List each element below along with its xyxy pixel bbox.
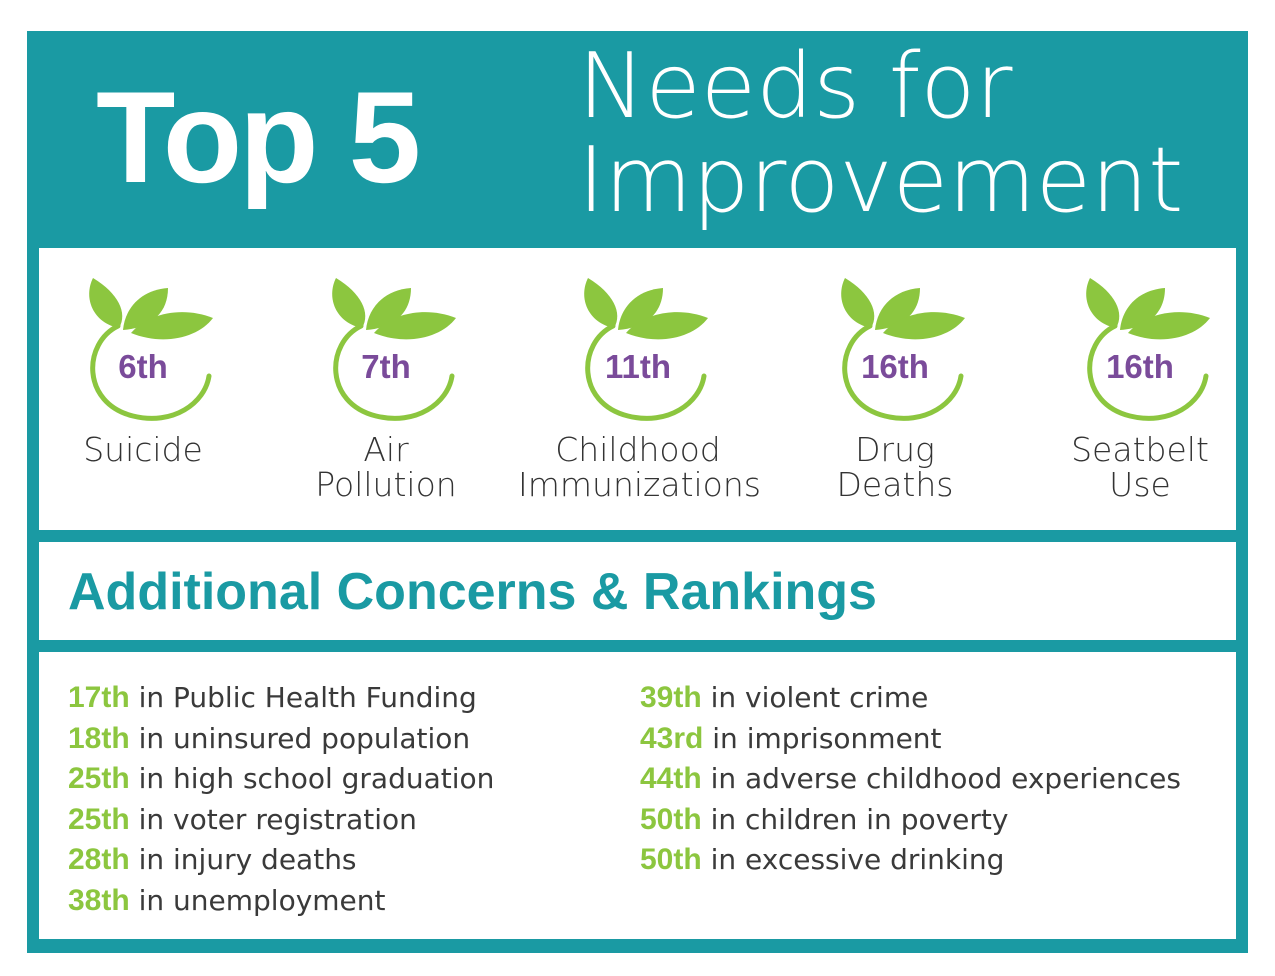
need-label-line1: Childhood <box>555 430 721 469</box>
need-label-line1: Seatbelt <box>1071 430 1209 469</box>
need-label: Drug Deaths <box>775 432 1015 502</box>
ranking-rank: 44th <box>640 762 702 795</box>
ranking-rank: 28th <box>68 843 130 876</box>
ranking-item: 17th in Public Health Funding <box>68 678 494 719</box>
ranking-item: 28th in injury deaths <box>68 840 494 881</box>
need-rank: 11th <box>604 348 672 385</box>
ranking-text: in uninsured population <box>138 721 471 755</box>
need-item: 11th Childhood Immunizations <box>518 268 761 518</box>
need-rank: 7th <box>361 348 411 385</box>
ranking-rank: 43rd <box>640 721 704 755</box>
ranking-text: in unemployment <box>138 883 386 917</box>
rankings-right-column: 39th in violent crime 43rd in imprisonmen… <box>640 678 1181 881</box>
ranking-rank: 38th <box>68 883 130 917</box>
leaf-swirl-icon <box>332 278 456 421</box>
need-rank: 6th <box>118 348 168 385</box>
additional-list-panel <box>39 652 1236 939</box>
leaf-swirl-icon <box>89 278 213 421</box>
need-label-line2: Use <box>1109 465 1171 504</box>
ranking-item: 18th in uninsured population <box>68 719 494 760</box>
needs-title-line2: Improvement <box>578 128 1184 233</box>
ranking-item: 38th in unemployment <box>68 881 494 922</box>
need-label-line2: Pollution <box>315 465 457 504</box>
need-label-line1: Drug <box>855 430 935 469</box>
top5-title: Top 5 <box>96 64 421 210</box>
ranking-text: in high school graduation <box>138 762 495 795</box>
additional-title-panel <box>39 542 1236 640</box>
ranking-text: in Public Health Funding <box>138 681 477 714</box>
ranking-item: 44th in adverse childhood experiences <box>640 759 1181 800</box>
needs-title: Needs for Improvement <box>578 40 1183 228</box>
needs-title-line1: Needs for <box>578 34 1013 139</box>
ranking-item: 25th in voter registration <box>68 800 494 841</box>
ranking-rank: 50th <box>640 802 702 836</box>
need-label-line1: Air <box>363 430 409 469</box>
rankings-left-column: 17th in Public Health Funding 18th in uni… <box>68 678 494 921</box>
need-item: 16th Seatbelt Use <box>1020 268 1260 518</box>
leaf-swirl-icon <box>584 278 708 421</box>
top-needs-panel <box>39 248 1236 530</box>
ranking-rank: 50th <box>640 843 702 876</box>
leaf-swirl-icon <box>841 278 965 421</box>
ranking-text: in children in poverty <box>710 802 1009 836</box>
need-item: 6th Suicide <box>23 268 263 518</box>
ranking-rank: 39th <box>640 681 702 714</box>
leaf-swirl-icon <box>1086 278 1210 421</box>
ranking-text: in imprisonment <box>712 721 942 755</box>
ranking-item: 39th in violent crime <box>640 678 1181 719</box>
need-rank: 16th <box>861 348 929 385</box>
ranking-rank: 25th <box>68 762 130 795</box>
need-item: 16th Drug Deaths <box>775 268 1015 518</box>
need-label: Seatbelt Use <box>1020 432 1260 502</box>
need-label-line2: Deaths <box>836 465 954 504</box>
ranking-rank: 25th <box>68 802 130 836</box>
ranking-rank: 17th <box>68 681 130 714</box>
ranking-text: in violent crime <box>710 681 929 714</box>
ranking-item: 50th in children in poverty <box>640 800 1181 841</box>
need-rank: 16th <box>1106 348 1174 385</box>
ranking-item: 25th in high school graduation <box>68 759 494 800</box>
additional-concerns-title: Additional Concerns & Rankings <box>68 563 877 621</box>
ranking-text: in excessive drinking <box>710 843 1005 876</box>
need-label: Suicide <box>23 432 263 467</box>
ranking-item: 50th in excessive drinking <box>640 840 1181 881</box>
need-item: 7th Air Pollution <box>266 268 506 518</box>
need-label-line1: Suicide <box>83 430 203 469</box>
need-label: Air Pollution <box>266 432 506 502</box>
ranking-rank: 18th <box>68 721 130 755</box>
ranking-text: in voter registration <box>138 802 417 836</box>
ranking-text: in injury deaths <box>138 843 357 876</box>
ranking-item: 43rd in imprisonment <box>640 719 1181 760</box>
need-label: Childhood Immunizations <box>518 430 761 504</box>
need-label-line2: Immunizations <box>518 465 761 504</box>
ranking-text: in adverse childhood experiences <box>710 762 1181 795</box>
